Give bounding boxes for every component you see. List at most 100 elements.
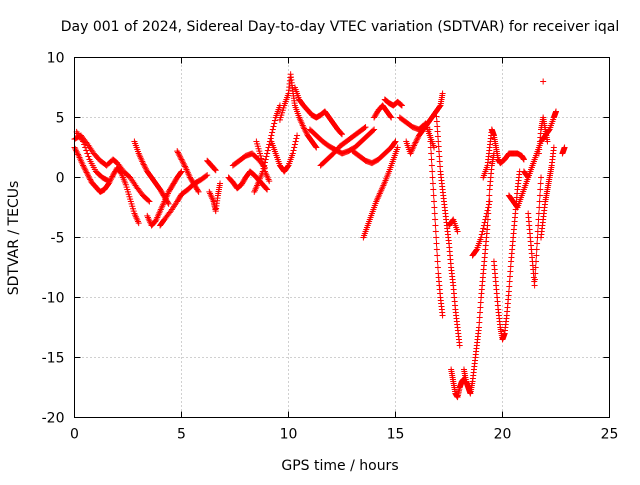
data-point [267, 135, 274, 142]
data-point [87, 176, 94, 183]
data-point [84, 170, 91, 177]
data-point [433, 234, 440, 241]
data-point [290, 147, 297, 154]
y-axis-label: SDTVAR / TECUs [6, 181, 22, 296]
data-point [146, 198, 153, 205]
data-point [80, 138, 87, 145]
data-point [176, 152, 183, 159]
data-point [397, 101, 404, 108]
data-point [74, 150, 81, 157]
x-tick-labels: 0 5 10 15 20 25 [70, 427, 618, 443]
data-point [289, 150, 296, 157]
data-point [540, 78, 547, 85]
data-point [302, 128, 309, 135]
data-point [312, 143, 319, 150]
data-point [429, 180, 436, 187]
data-point [85, 172, 92, 179]
data-point [483, 210, 490, 217]
data-point [139, 160, 146, 167]
data-point [553, 108, 559, 115]
data-point [429, 168, 436, 175]
data-point [538, 174, 545, 181]
data-point [485, 201, 492, 208]
data-point [260, 163, 267, 170]
data-point [292, 138, 299, 145]
data-point [257, 152, 264, 159]
data-point [533, 258, 540, 265]
data-point [108, 174, 115, 181]
data-point [428, 162, 435, 169]
data-point [412, 139, 419, 146]
data-point [270, 123, 277, 130]
data-point [266, 178, 273, 185]
data-point [269, 126, 276, 133]
data-point [432, 216, 439, 223]
data-point [203, 172, 210, 179]
data-point [264, 150, 271, 157]
x-tick-label: 15 [387, 427, 405, 443]
data-point [387, 113, 394, 120]
x-tick-label: 10 [280, 427, 298, 443]
data-point [81, 165, 88, 172]
data-point [413, 136, 420, 143]
data-point [398, 101, 405, 108]
data-point [427, 144, 434, 151]
data-point [300, 124, 307, 131]
data-point [269, 129, 276, 136]
data-point [486, 192, 493, 199]
data-point [536, 198, 543, 205]
data-point [532, 264, 539, 271]
data-point [109, 173, 116, 180]
data-point [291, 141, 298, 148]
y-tick-labels: -20 -15 -10 -5 0 5 10 [42, 51, 65, 427]
data-point [561, 144, 568, 151]
data-point [82, 168, 89, 175]
data-point [212, 166, 219, 173]
data-point [430, 192, 437, 199]
data-point [142, 164, 149, 171]
data-point [433, 240, 440, 247]
chart-title: Day 001 of 2024, Sidereal Day-to-day VTE… [61, 19, 619, 35]
data-point [271, 120, 278, 127]
data-point [204, 172, 211, 179]
data-point [294, 132, 301, 139]
data-point [370, 127, 377, 134]
data-point [431, 198, 438, 205]
data-point [303, 129, 310, 136]
x-tick-label: 5 [177, 427, 186, 443]
data-point [434, 252, 441, 259]
data-point [145, 197, 152, 204]
data-point [426, 126, 433, 133]
data-point [439, 90, 446, 97]
data-point [428, 156, 435, 163]
y-tick-label: 0 [56, 171, 65, 187]
data-point [534, 240, 541, 247]
data-point [259, 158, 266, 165]
data-point [301, 125, 308, 132]
data-point [439, 312, 446, 319]
data-point [140, 161, 147, 168]
data-point [82, 144, 89, 151]
data-point [531, 276, 538, 283]
data-point [429, 174, 436, 181]
data-point [431, 204, 438, 211]
y-tick-label: -5 [51, 231, 65, 247]
data-point [536, 192, 543, 199]
data-point [433, 246, 440, 253]
data-point [264, 147, 271, 154]
data-point [483, 213, 490, 220]
data-point [105, 178, 112, 185]
data-point [195, 188, 202, 195]
data-point [388, 114, 395, 121]
data-point [533, 246, 540, 253]
grid-lines [74, 57, 610, 418]
y-tick-label: -20 [42, 411, 65, 427]
data-point [86, 175, 93, 182]
data-point [83, 169, 90, 176]
data-point [545, 127, 552, 134]
x-tick-label: 0 [70, 427, 79, 443]
data-point [362, 124, 369, 131]
data-point [212, 167, 219, 174]
